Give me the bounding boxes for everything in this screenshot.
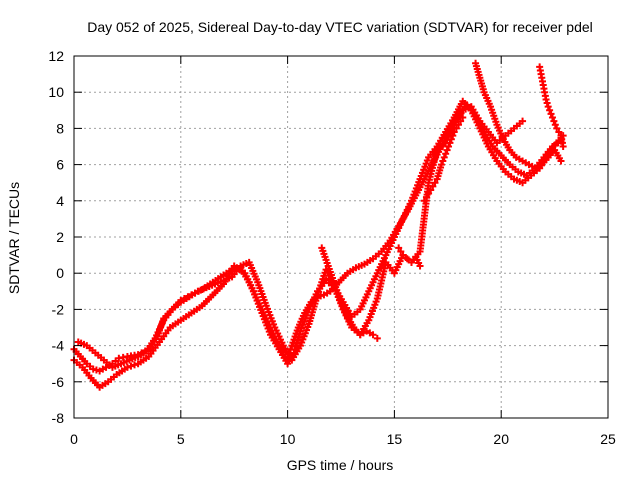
data-point [557,157,565,165]
data-point [439,157,447,165]
x-tick-label: 15 [387,431,403,447]
grid [74,56,608,418]
data-point [546,106,554,114]
series-track-d [318,244,381,342]
series-track-e [472,59,565,172]
data-point [425,190,433,198]
data-point [437,161,445,169]
y-tick-label: -8 [52,410,65,426]
data-point [550,117,558,125]
x-tick-label: 10 [280,431,296,447]
data-point [446,139,454,147]
y-tick-label: 6 [56,157,64,173]
y-tick-label: 10 [48,84,64,100]
x-tick-label: 25 [600,431,616,447]
data-point [553,124,561,132]
data-point [395,244,403,252]
data-point [542,95,550,103]
y-tick-label: 2 [56,229,64,245]
y-tick-label: -2 [52,301,65,317]
data-point [551,121,559,129]
data-point [447,135,455,143]
data-point [131,361,139,369]
y-tick-label: 4 [56,193,64,209]
y-axis-label: SDTVAR / TECUs [6,182,22,294]
data-point [422,193,430,201]
data-point [547,110,555,118]
data-point [548,114,556,122]
x-tick-label: 20 [493,431,509,447]
data-point [449,132,457,140]
data-point [457,117,465,125]
data-layer [70,59,567,391]
series-track-g [420,114,467,205]
y-tick-label: -6 [52,374,65,390]
data-point [399,251,407,259]
data-point [427,186,435,194]
data-point [443,146,451,154]
data-point [127,362,135,370]
data-point [445,143,453,150]
y-tick-label: 0 [56,265,64,281]
series-track-f [536,63,567,150]
data-point [440,153,448,161]
data-point [123,363,131,371]
y-tick-label: -4 [52,338,65,354]
data-point [442,150,450,158]
data-point [459,114,467,122]
data-point [544,103,552,111]
data-point [373,334,381,342]
data-point [369,331,377,339]
series-track-h [395,244,424,270]
series-track-c [74,103,527,371]
data-point [431,179,439,187]
data-point [416,262,424,270]
data-point [519,117,527,125]
data-point [450,128,458,136]
data-point [452,124,460,132]
data-point [555,128,563,136]
data-point [420,197,428,205]
data-point [397,247,405,255]
x-tick-label: 0 [70,431,78,447]
axes: 0 5 10 15 20 25 -8 -6 -4 -2 0 2 4 6 8 10 12 [48,48,616,447]
data-point [403,255,411,263]
data-point [429,182,437,190]
x-tick-label: 5 [177,431,185,447]
data-point [559,143,567,150]
y-tick-label: 8 [56,120,64,136]
y-tick-label: 12 [48,48,64,64]
chart-title: Day 052 of 2025, Sidereal Day-to-day VTE… [87,19,593,35]
data-point [454,121,462,129]
series-track-a [70,101,565,375]
x-axis-label: GPS time / hours [287,457,394,473]
data-point [543,99,551,107]
